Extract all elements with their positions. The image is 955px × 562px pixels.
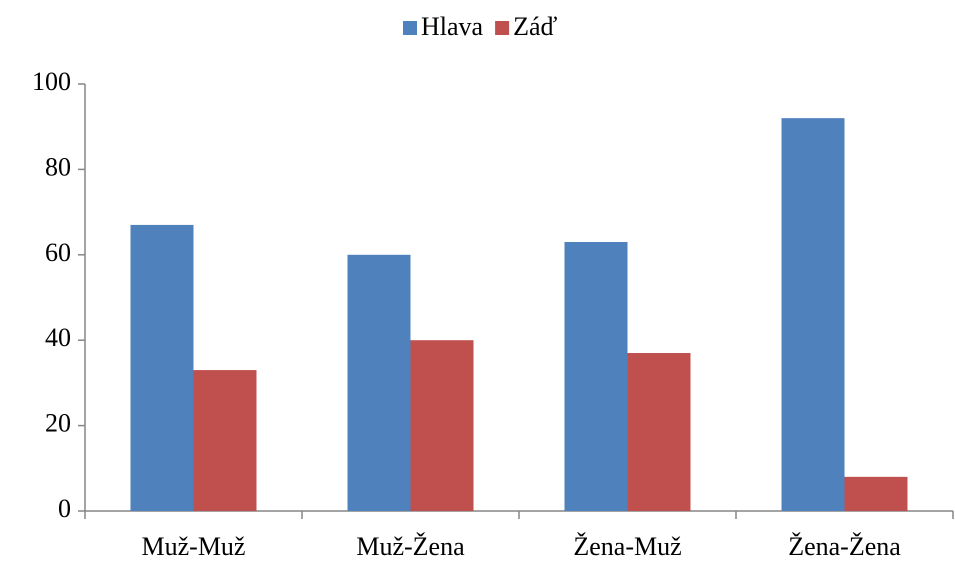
y-tick-label: 40 [45,323,71,352]
y-tick-label: 0 [58,494,71,523]
bar [130,224,194,511]
y-tick-label: 80 [45,152,71,181]
bar [347,254,411,512]
y-tick-label: 20 [45,409,71,438]
y-tick-label: 60 [45,238,71,267]
legend-swatch [403,21,417,35]
legend-swatch [495,21,510,35]
x-tick-label: Muž-Muž [142,532,246,561]
bar [193,370,257,511]
x-tick-label: Žena-Žena [788,532,901,561]
bar [627,353,691,511]
x-tick-label: Muž-Žena [356,532,465,561]
legend-label: Záď [513,12,557,41]
bar [564,241,628,512]
bar [410,340,474,511]
x-tick-label: Žena-Muž [573,532,681,561]
bar [844,476,908,511]
y-tick-label: 100 [32,67,71,96]
bar [781,118,845,511]
legend-label: Hlava [421,12,484,41]
